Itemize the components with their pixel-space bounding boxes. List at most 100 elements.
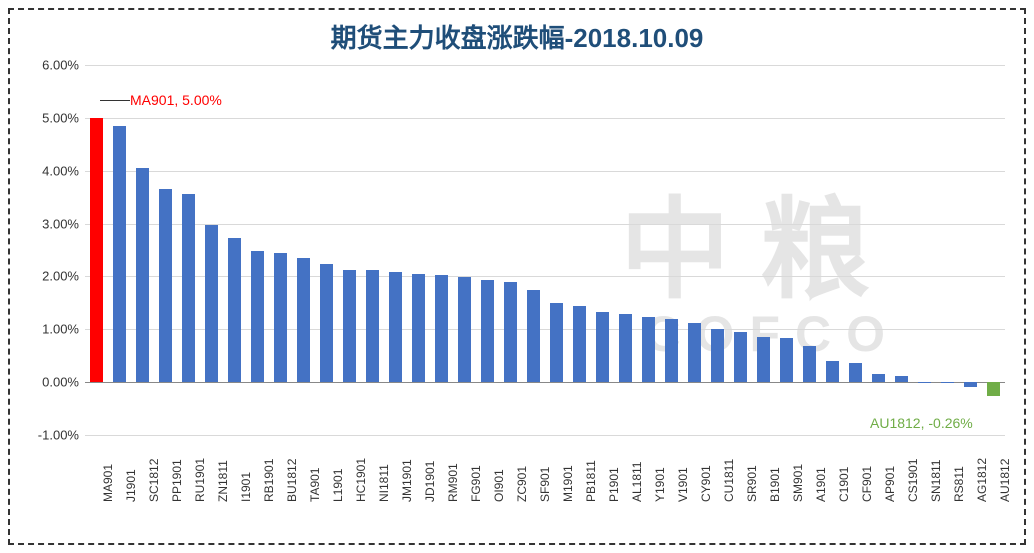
- bar: [113, 126, 127, 382]
- x-tick-label: M1901: [561, 465, 575, 502]
- x-tick-label: AU1812: [998, 459, 1012, 502]
- x-tick-label: C1901: [837, 467, 851, 502]
- x-tick-label: CY901: [699, 465, 713, 502]
- bar: [389, 272, 403, 382]
- gridline: [85, 435, 1005, 436]
- bar: [159, 189, 173, 382]
- bar: [136, 168, 150, 382]
- x-tick-label: J1901: [124, 469, 138, 502]
- gridline: [85, 276, 1005, 277]
- x-tick-label: RB1901: [262, 459, 276, 502]
- bar: [826, 361, 840, 382]
- bar: [458, 277, 472, 382]
- bar: [527, 290, 541, 383]
- y-tick-label: 6.00%: [42, 58, 79, 73]
- x-axis-labels: MA901 J1901 SC1812 PP1901 RU1901 ZN1811 I1901 R…: [85, 440, 1005, 540]
- bar: [274, 253, 288, 383]
- bar: [550, 303, 564, 382]
- bar: [619, 314, 633, 382]
- y-tick-label: 0.00%: [42, 375, 79, 390]
- x-tick-label: ZC901: [515, 466, 529, 502]
- bar: [964, 382, 978, 387]
- x-tick-label: AP901: [883, 466, 897, 502]
- bar: [987, 382, 1001, 396]
- bar: [596, 312, 610, 382]
- bar: [228, 238, 242, 382]
- bar: [504, 282, 518, 382]
- x-tick-label: FG901: [469, 465, 483, 502]
- x-tick-label: Y1901: [653, 467, 667, 502]
- x-tick-label: V1901: [676, 467, 690, 502]
- bar: [481, 280, 495, 382]
- x-tick-label: TA901: [308, 468, 322, 502]
- y-tick-label: 3.00%: [42, 216, 79, 231]
- annotation-label: MA901, 5.00%: [130, 92, 222, 108]
- gridline: [85, 329, 1005, 330]
- bar: [573, 306, 587, 383]
- bar: [734, 332, 748, 382]
- bar: [780, 338, 794, 382]
- bar: [711, 329, 725, 382]
- bar: [90, 118, 104, 382]
- bar: [642, 317, 656, 382]
- bar: [941, 382, 955, 383]
- x-tick-label: CS1901: [906, 459, 920, 502]
- bar: [297, 258, 311, 382]
- x-tick-label: CU1811: [722, 459, 736, 502]
- x-tick-label: CF901: [860, 466, 874, 502]
- x-tick-label: PB1811: [584, 460, 598, 502]
- plot-area: -1.00%0.00%1.00%2.00%3.00%4.00%5.00%6.00…: [85, 65, 1005, 435]
- x-tick-label: NI1811: [377, 464, 391, 502]
- bar: [872, 374, 886, 382]
- y-tick-label: 4.00%: [42, 163, 79, 178]
- x-tick-label: JD1901: [423, 461, 437, 502]
- x-tick-label: I1901: [239, 472, 253, 502]
- bar: [895, 376, 909, 382]
- bar: [412, 274, 426, 382]
- gridline: [85, 65, 1005, 66]
- gridline: [85, 382, 1005, 383]
- x-tick-label: RU1901: [193, 458, 207, 502]
- x-tick-label: RS811: [952, 466, 966, 502]
- bar: [343, 270, 357, 383]
- x-tick-label: RM901: [446, 463, 460, 502]
- x-tick-label: MA901: [101, 464, 115, 502]
- annotation-label: AU1812, -0.26%: [870, 415, 973, 431]
- x-tick-label: L1901: [331, 469, 345, 502]
- x-tick-label: P1901: [607, 467, 621, 502]
- bar: [435, 275, 449, 382]
- bar: [918, 382, 932, 383]
- x-tick-label: A1901: [814, 467, 828, 502]
- x-tick-label: SM901: [791, 464, 805, 502]
- x-tick-label: HC1901: [354, 458, 368, 502]
- x-tick-label: SF901: [538, 467, 552, 502]
- bar: [205, 225, 219, 383]
- bar: [665, 319, 679, 382]
- gridline: [85, 118, 1005, 119]
- bar: [320, 264, 334, 382]
- x-tick-label: OI901: [492, 469, 506, 502]
- chart-title: 期货主力收盘涨跌幅-2018.10.09: [0, 18, 1034, 55]
- bar: [688, 323, 702, 382]
- y-tick-label: 5.00%: [42, 110, 79, 125]
- gridline: [85, 171, 1005, 172]
- x-tick-label: B1901: [768, 467, 782, 502]
- y-tick-label: 2.00%: [42, 269, 79, 284]
- bar: [803, 346, 817, 382]
- x-tick-label: ZN1811: [216, 460, 230, 502]
- annotation-leader-line: [100, 100, 130, 101]
- x-tick-label: SR901: [745, 465, 759, 502]
- x-tick-label: BU1812: [285, 459, 299, 502]
- bar: [849, 363, 863, 382]
- y-tick-label: -1.00%: [38, 428, 79, 443]
- x-tick-label: AG1812: [975, 458, 989, 502]
- bar: [757, 337, 771, 382]
- bar: [251, 251, 265, 382]
- bar: [182, 194, 196, 382]
- bar: [366, 270, 380, 382]
- x-tick-label: PP1901: [170, 459, 184, 502]
- gridline: [85, 224, 1005, 225]
- x-tick-label: JM1901: [400, 459, 414, 502]
- x-tick-label: SN1811: [929, 460, 943, 502]
- x-tick-label: SC1812: [147, 459, 161, 502]
